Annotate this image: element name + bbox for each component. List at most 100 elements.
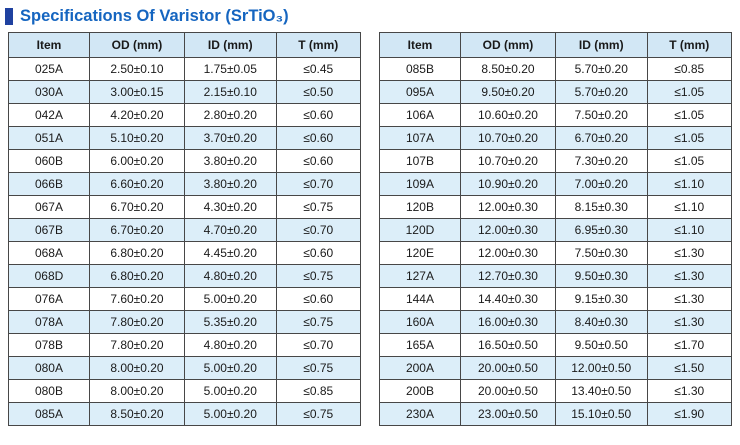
t-cell: ≤1.05 <box>646 149 732 173</box>
t-cell: ≤0.75 <box>275 356 361 380</box>
id-cell: 8.15±0.30 <box>554 195 648 219</box>
t-cell: ≤0.75 <box>275 402 361 426</box>
t-cell: ≤1.30 <box>646 241 732 265</box>
id-cell: 4.80±0.20 <box>183 333 277 357</box>
od-cell: 8.50±0.20 <box>88 402 185 426</box>
t-cell: ≤1.90 <box>646 402 732 426</box>
table-row: 078A 7.80±0.20 5.35±0.20 ≤0.75 <box>8 310 361 334</box>
id-cell: 2.15±0.10 <box>183 80 277 104</box>
item-cell: 106A <box>379 103 461 127</box>
id-cell: 2.80±0.20 <box>183 103 277 127</box>
item-cell: 107A <box>379 126 461 150</box>
od-cell: 7.60±0.20 <box>88 287 185 311</box>
item-cell: 066B <box>8 172 90 196</box>
item-cell: 068D <box>8 264 90 288</box>
item-cell: 060B <box>8 149 90 173</box>
table-row: 067B 6.70±0.20 4.70±0.20 ≤0.70 <box>8 218 361 242</box>
table-row: 068D 6.80±0.20 4.80±0.20 ≤0.75 <box>8 264 361 288</box>
t-cell: ≤0.45 <box>275 57 361 81</box>
od-cell: 10.90±0.20 <box>459 172 556 196</box>
od-cell: 20.00±0.50 <box>459 379 556 403</box>
od-cell: 16.50±0.50 <box>459 333 556 357</box>
id-cell: 9.50±0.50 <box>554 333 648 357</box>
id-cell: 12.00±0.50 <box>554 356 648 380</box>
item-cell: 120E <box>379 241 461 265</box>
table-row: 076A 7.60±0.20 5.00±0.20 ≤0.60 <box>8 287 361 311</box>
od-cell: 6.80±0.20 <box>88 264 185 288</box>
od-cell: 16.00±0.30 <box>459 310 556 334</box>
id-cell: 4.70±0.20 <box>183 218 277 242</box>
t-cell: ≤1.50 <box>646 356 732 380</box>
item-cell: 080B <box>8 379 90 403</box>
col-header-item: Item <box>8 32 90 58</box>
id-cell: 9.50±0.30 <box>554 264 648 288</box>
t-cell: ≤1.05 <box>646 103 732 127</box>
od-cell: 10.60±0.20 <box>459 103 556 127</box>
od-cell: 23.00±0.50 <box>459 402 556 426</box>
t-cell: ≤0.50 <box>275 80 361 104</box>
table-row: 051A 5.10±0.20 3.70±0.20 ≤0.60 <box>8 126 361 150</box>
item-cell: 078B <box>8 333 90 357</box>
col-header-id: ID (mm) <box>554 32 648 58</box>
item-cell: 030A <box>8 80 90 104</box>
od-cell: 3.00±0.15 <box>88 80 185 104</box>
id-cell: 6.95±0.30 <box>554 218 648 242</box>
id-cell: 3.80±0.20 <box>183 149 277 173</box>
od-cell: 7.80±0.20 <box>88 310 185 334</box>
t-cell: ≤1.05 <box>646 126 732 150</box>
item-cell: 085B <box>379 57 461 81</box>
od-cell: 6.00±0.20 <box>88 149 185 173</box>
item-cell: 120D <box>379 218 461 242</box>
od-cell: 2.50±0.10 <box>88 57 185 81</box>
id-cell: 4.30±0.20 <box>183 195 277 219</box>
table-row: 107A 10.70±0.20 6.70±0.20 ≤1.05 <box>379 126 732 150</box>
id-cell: 5.70±0.20 <box>554 80 648 104</box>
item-cell: 109A <box>379 172 461 196</box>
id-cell: 5.70±0.20 <box>554 57 648 81</box>
item-cell: 165A <box>379 333 461 357</box>
item-cell: 127A <box>379 264 461 288</box>
id-cell: 4.45±0.20 <box>183 241 277 265</box>
id-cell: 3.70±0.20 <box>183 126 277 150</box>
item-cell: 120B <box>379 195 461 219</box>
t-cell: ≤0.85 <box>646 57 732 81</box>
t-cell: ≤0.60 <box>275 103 361 127</box>
table-row: 060B 6.00±0.20 3.80±0.20 ≤0.60 <box>8 149 361 173</box>
t-cell: ≤0.75 <box>275 264 361 288</box>
t-cell: ≤0.75 <box>275 195 361 219</box>
od-cell: 12.00±0.30 <box>459 218 556 242</box>
table-row: 107B 10.70±0.20 7.30±0.20 ≤1.05 <box>379 149 732 173</box>
item-cell: 107B <box>379 149 461 173</box>
od-cell: 10.70±0.20 <box>459 126 556 150</box>
col-header-od: OD (mm) <box>459 32 556 58</box>
title-bullet-icon <box>5 7 13 25</box>
table-row: 120E 12.00±0.30 7.50±0.30 ≤1.30 <box>379 241 732 265</box>
id-cell: 5.00±0.20 <box>183 379 277 403</box>
item-cell: 080A <box>8 356 90 380</box>
id-cell: 15.10±0.50 <box>554 402 648 426</box>
id-cell: 3.80±0.20 <box>183 172 277 196</box>
table-row: 085A 8.50±0.20 5.00±0.20 ≤0.75 <box>8 402 361 426</box>
od-cell: 6.80±0.20 <box>88 241 185 265</box>
col-header-od: OD (mm) <box>88 32 185 58</box>
id-cell: 7.50±0.20 <box>554 103 648 127</box>
od-cell: 20.00±0.50 <box>459 356 556 380</box>
table-row: 200A 20.00±0.50 12.00±0.50 ≤1.50 <box>379 356 732 380</box>
id-cell: 4.80±0.20 <box>183 264 277 288</box>
table-row: 085B 8.50±0.20 5.70±0.20 ≤0.85 <box>379 57 732 81</box>
id-cell: 8.40±0.30 <box>554 310 648 334</box>
col-header-id: ID (mm) <box>183 32 277 58</box>
item-cell: 067A <box>8 195 90 219</box>
od-cell: 8.50±0.20 <box>459 57 556 81</box>
t-cell: ≤1.05 <box>646 80 732 104</box>
t-cell: ≤0.70 <box>275 218 361 242</box>
id-cell: 7.50±0.30 <box>554 241 648 265</box>
t-cell: ≤0.75 <box>275 310 361 334</box>
table-row: 080B 8.00±0.20 5.00±0.20 ≤0.85 <box>8 379 361 403</box>
id-cell: 7.00±0.20 <box>554 172 648 196</box>
t-cell: ≤0.70 <box>275 172 361 196</box>
od-cell: 14.40±0.30 <box>459 287 556 311</box>
table-row: 025A 2.50±0.10 1.75±0.05 ≤0.45 <box>8 57 361 81</box>
id-cell: 5.00±0.20 <box>183 356 277 380</box>
id-cell: 5.00±0.20 <box>183 402 277 426</box>
